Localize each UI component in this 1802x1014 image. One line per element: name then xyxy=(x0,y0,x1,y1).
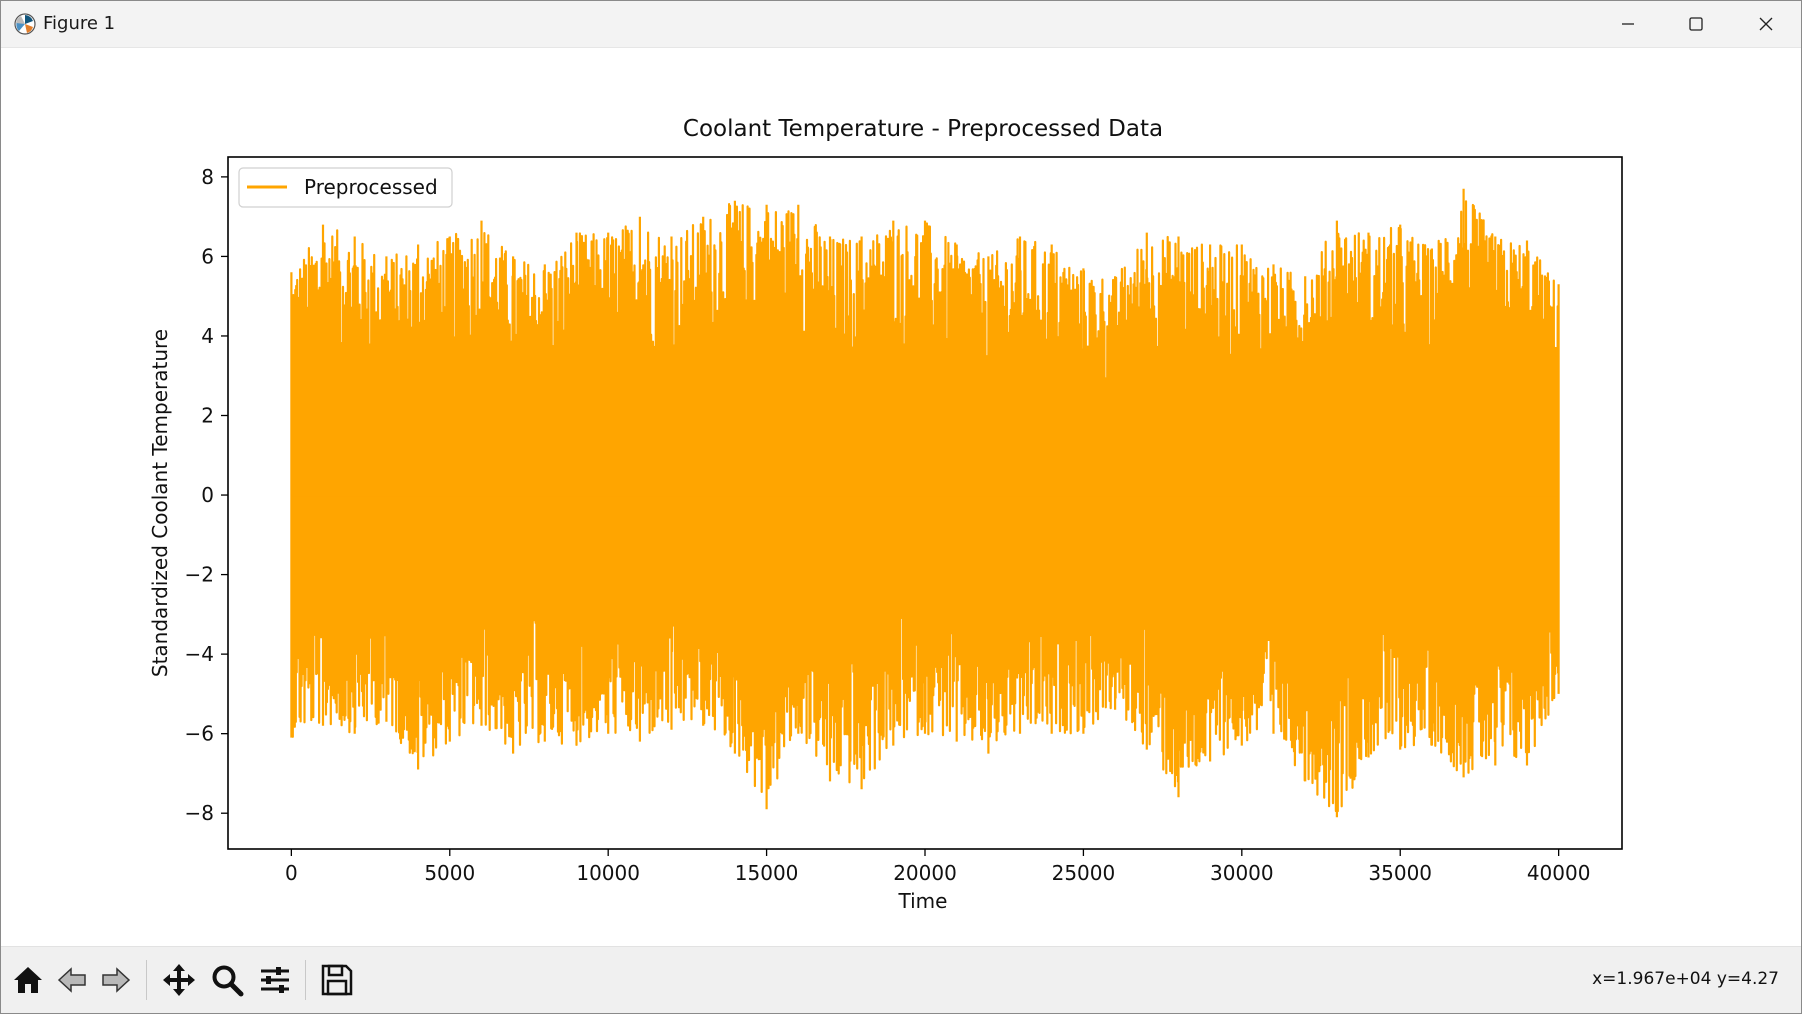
y-tick-label: −2 xyxy=(185,563,214,587)
home-icon xyxy=(14,967,42,993)
x-tick-label: 0 xyxy=(285,861,298,885)
x-tick-label: 40000 xyxy=(1527,861,1591,885)
legend-label: Preprocessed xyxy=(304,175,438,199)
minimize-icon xyxy=(1622,23,1634,25)
legend: Preprocessed xyxy=(238,167,453,208)
line-chart[interactable]: Coolant Temperature - Preprocessed Data … xyxy=(1,48,1801,946)
y-axis-label: Standardized Coolant Temperature xyxy=(148,329,172,677)
close-icon xyxy=(1759,17,1773,31)
x-tick-label: 10000 xyxy=(576,861,640,885)
x-tick-label: 15000 xyxy=(735,861,799,885)
y-tick-label: −8 xyxy=(185,801,214,825)
home-button[interactable] xyxy=(7,958,49,1002)
legend-box xyxy=(238,167,453,208)
close-button[interactable] xyxy=(1731,1,1801,47)
configure-subplots-icon xyxy=(261,967,289,993)
series-group xyxy=(290,188,1560,818)
toolbar-separator xyxy=(146,960,147,1000)
x-axis-label: Time xyxy=(898,889,948,913)
y-tick-label: −4 xyxy=(185,642,214,666)
save-disk-icon xyxy=(321,964,353,996)
zoom-magnifier-icon xyxy=(212,965,244,997)
window-title: Figure 1 xyxy=(43,13,116,34)
toolbar-separator xyxy=(305,960,306,1000)
y-tick-label: 8 xyxy=(201,165,214,189)
save-button[interactable] xyxy=(316,958,358,1002)
chart-title: Coolant Temperature - Preprocessed Data xyxy=(683,116,1163,142)
series-preprocessed-line xyxy=(290,188,1560,818)
navigation-toolbar: x=1.967e+04 y=4.27 xyxy=(1,946,1801,1013)
title-bar[interactable]: Figure 1 xyxy=(1,1,1801,48)
configure-subplots-button[interactable] xyxy=(254,958,296,1002)
axes-frame xyxy=(227,156,1623,850)
figure-canvas[interactable]: Coolant Temperature - Preprocessed Data … xyxy=(1,48,1801,946)
y-tick-label: −6 xyxy=(185,722,214,746)
x-tick-label: 5000 xyxy=(424,861,475,885)
ticks-group: 0 5000 10000 15000 20000 25000 30000 35000 40000… xyxy=(185,165,1591,885)
forward-arrow-icon xyxy=(102,967,131,993)
y-tick-label: 4 xyxy=(201,324,214,348)
x-tick-label: 35000 xyxy=(1368,861,1432,885)
zoom-button[interactable] xyxy=(206,958,248,1002)
minimize-button[interactable] xyxy=(1593,1,1663,47)
maximize-button[interactable] xyxy=(1661,1,1731,47)
cursor-coordinates: x=1.967e+04 y=4.27 xyxy=(1592,969,1779,989)
pan-button[interactable] xyxy=(158,958,200,1002)
y-tick-label: 0 xyxy=(201,483,214,507)
back-button[interactable] xyxy=(51,958,93,1002)
x-tick-label: 30000 xyxy=(1210,861,1274,885)
back-arrow-icon xyxy=(57,967,86,993)
forward-button[interactable] xyxy=(95,958,137,1002)
y-tick-label: 2 xyxy=(201,404,214,428)
y-tick-label: 6 xyxy=(201,244,214,268)
x-tick-label: 25000 xyxy=(1052,861,1116,885)
maximize-icon xyxy=(1689,17,1703,31)
pan-move-icon xyxy=(163,964,195,996)
x-tick-label: 20000 xyxy=(893,861,957,885)
matplotlib-app-icon xyxy=(13,12,37,36)
